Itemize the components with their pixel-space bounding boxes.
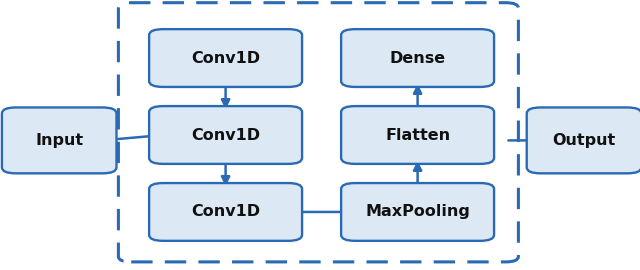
FancyBboxPatch shape [2,107,116,173]
FancyBboxPatch shape [341,29,494,87]
FancyBboxPatch shape [149,29,302,87]
Text: Flatten: Flatten [385,127,450,143]
FancyBboxPatch shape [341,106,494,164]
Text: Conv1D: Conv1D [191,50,260,66]
Text: Output: Output [552,133,616,148]
Text: Conv1D: Conv1D [191,127,260,143]
FancyBboxPatch shape [341,183,494,241]
FancyBboxPatch shape [149,106,302,164]
Text: MaxPooling: MaxPooling [365,204,470,220]
FancyBboxPatch shape [527,107,640,173]
Text: Input: Input [35,133,83,148]
Text: Dense: Dense [390,50,445,66]
Text: Conv1D: Conv1D [191,204,260,220]
FancyBboxPatch shape [149,183,302,241]
